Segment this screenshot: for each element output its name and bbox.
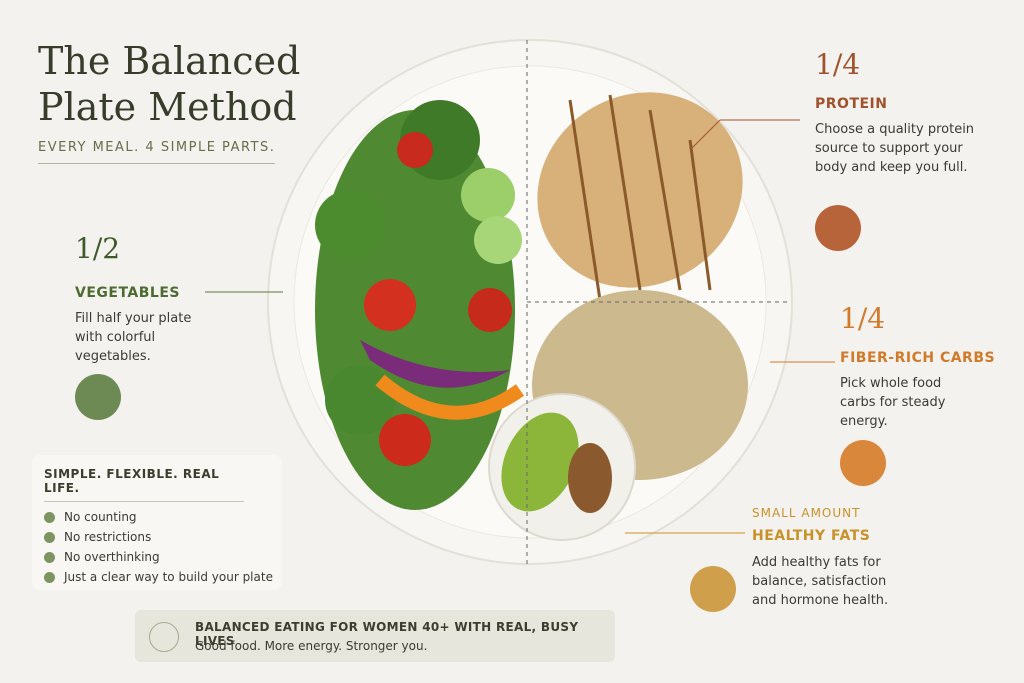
section-label: HEALTHY FATS bbox=[752, 528, 871, 544]
banner-icon bbox=[149, 622, 179, 652]
section-text: Pick whole food carbs for steady energy. bbox=[840, 376, 946, 429]
box-item: No restrictions bbox=[44, 530, 282, 544]
title-line: Plate Method bbox=[38, 85, 297, 129]
section-text: Add healthy fats for balance, satisfacti… bbox=[752, 555, 889, 608]
title: The Balanced Plate Method bbox=[38, 38, 300, 130]
box-item: No counting bbox=[44, 510, 282, 524]
pointer bbox=[689, 119, 721, 151]
subtitle: EVERY MEAL. 4 SIMPLE PARTS. bbox=[38, 140, 276, 164]
vegetables bbox=[315, 100, 525, 510]
box-item: Just a clear way to build your plate bbox=[44, 570, 282, 584]
banner-title: BALANCED EATING FOR WOMEN 40+ WITH REAL,… bbox=[195, 620, 579, 648]
protein bbox=[537, 92, 743, 301]
icon bbox=[815, 205, 861, 251]
summary-box: SIMPLE. FLEXIBLE. REAL LIFE. No counting… bbox=[32, 455, 282, 590]
section-label: FIBER-RICH CARBS bbox=[840, 350, 996, 366]
box-title: SIMPLE. FLEXIBLE. REAL LIFE. bbox=[44, 467, 244, 502]
fraction: 1/2 bbox=[75, 232, 121, 265]
icon bbox=[690, 566, 736, 612]
icon bbox=[75, 374, 121, 420]
banner-text: Good food. More energy. Stronger you. bbox=[195, 639, 428, 653]
fraction: 1/4 bbox=[840, 302, 886, 335]
section-note: SMALL AMOUNT bbox=[752, 506, 861, 520]
box-item: No overthinking bbox=[44, 550, 282, 564]
section-text: Choose a quality protein source to suppo… bbox=[815, 122, 975, 175]
section-label: VEGETABLES bbox=[75, 285, 180, 301]
box-list: No counting No restrictions No overthink… bbox=[44, 510, 282, 584]
section-text: Fill half your plate with colorful veget… bbox=[75, 311, 192, 364]
fats-bowl bbox=[488, 393, 636, 541]
section-label: PROTEIN bbox=[815, 96, 888, 112]
title-line: The Balanced bbox=[38, 39, 301, 83]
fraction: 1/4 bbox=[815, 48, 861, 81]
banner: BALANCED EATING FOR WOMEN 40+ WITH REAL,… bbox=[135, 610, 615, 662]
icon bbox=[840, 440, 886, 486]
